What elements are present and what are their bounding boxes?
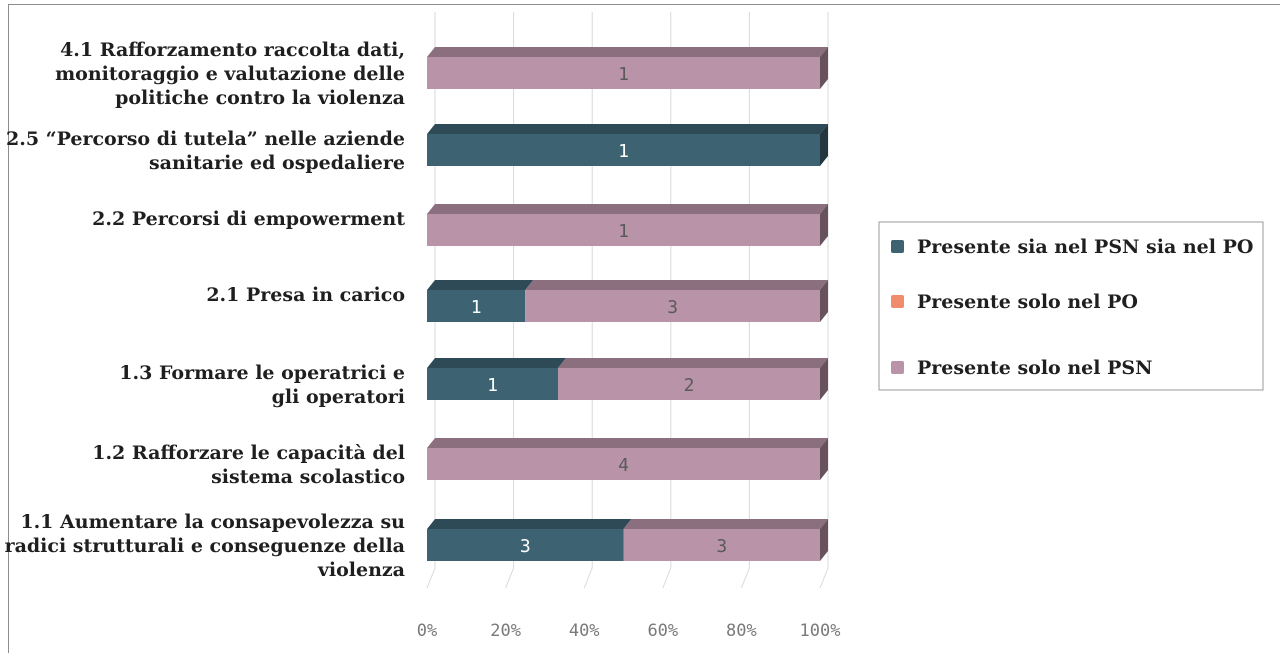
bar (427, 134, 820, 166)
category-label-line: 1.1 Aumentare la consapevolezza su (20, 511, 405, 533)
bar (427, 368, 558, 400)
category-label: 1.1 Aumentare la consapevolezza suradici… (5, 511, 406, 581)
bar-side-face (820, 47, 828, 89)
legend-swatch (891, 240, 904, 253)
legend-label: Presente sia nel PSN sia nel PO (917, 236, 1253, 258)
category-label-line: sistema scolastico (211, 466, 405, 488)
data-label: 1 (618, 141, 629, 162)
bar-segment: 1 (427, 358, 566, 400)
gridline-floor (819, 567, 829, 589)
legend-item: Presente sia nel PSN sia nel PO (891, 236, 1253, 258)
legend: Presente sia nel PSN sia nel PO Presente … (878, 221, 1264, 391)
bar-side-face (820, 519, 828, 561)
bar-side-face (820, 358, 828, 400)
bar-side-face (820, 124, 828, 166)
data-label: 1 (487, 375, 498, 396)
x-tick-label: 100% (800, 621, 841, 641)
bar-top-face (427, 124, 828, 134)
chart-frame (8, 4, 1280, 653)
category-label-line: violenza (317, 559, 405, 581)
bar (427, 529, 624, 561)
gridline-floor (662, 567, 672, 589)
bar-side-face (820, 204, 828, 246)
bar-segment: 3 (623, 519, 828, 561)
bar-side-face (820, 438, 828, 480)
bar-side-face (820, 280, 828, 322)
bar-top-face (623, 519, 828, 529)
legend-box (878, 221, 1264, 391)
x-tick-label: 20% (490, 621, 521, 641)
bar-top-face (427, 204, 828, 214)
category-label: 2.5 “Percorso di tutela” nelle aziendesa… (6, 128, 405, 174)
gridline-floor (505, 567, 515, 589)
legend-item: Presente solo nel PSN (891, 357, 1152, 379)
category-label-line: radici strutturali e conseguenze della (5, 535, 405, 557)
category-label-line: 2.2 Percorsi di empowerment (92, 208, 405, 230)
x-tick-label: 60% (647, 621, 678, 641)
bar (525, 290, 820, 322)
category-label-line: 1.3 Formare le operatrici e (119, 362, 405, 384)
bar-segment: 1 (427, 124, 828, 166)
data-label: 2 (684, 375, 695, 396)
category-label-line: sanitarie ed ospedaliere (149, 152, 405, 174)
x-tick-label: 0% (417, 621, 437, 641)
legend-label: Presente solo nel PSN (917, 357, 1152, 379)
bar-top-face (525, 280, 828, 290)
bar-top-face (427, 280, 534, 290)
category-label-line: politiche contro la violenza (115, 87, 405, 109)
data-label: 3 (667, 297, 678, 318)
bar-top-face (427, 438, 828, 448)
gridline-floor (740, 567, 750, 589)
x-tick-label: 40% (569, 621, 600, 641)
bar-segment: 1 (427, 47, 828, 89)
bar-segment: 1 (427, 280, 534, 322)
bar (623, 529, 820, 561)
bar (427, 214, 820, 246)
bar-top-face (427, 519, 632, 529)
legend-label: Presente solo nel PO (917, 291, 1138, 313)
bar-segment: 3 (427, 519, 632, 561)
category-label: 4.1 Rafforzamento raccolta dati,monitora… (55, 39, 405, 109)
bar (427, 57, 820, 89)
category-label-line: 1.2 Rafforzare le capacità del (92, 442, 405, 464)
gridline-floor (583, 567, 593, 589)
category-label-line: 2.1 Presa in carico (206, 284, 405, 306)
gridline-floor (426, 567, 436, 589)
bars: 1 1 1 1 3 1 2 4 3 3 (427, 47, 828, 561)
legend-item: Presente solo nel PO (891, 291, 1138, 313)
category-label-line: 4.1 Rafforzamento raccolta dati, (60, 39, 405, 61)
category-label: 2.2 Percorsi di empowerment (92, 208, 405, 230)
data-label: 1 (471, 297, 482, 318)
data-label: 3 (716, 536, 727, 557)
bar-top-face (427, 358, 566, 368)
category-label-line: monitoraggio e valutazione delle (55, 63, 405, 85)
data-label: 4 (618, 455, 629, 476)
data-label: 1 (618, 64, 629, 85)
bar (427, 290, 526, 322)
data-label: 3 (520, 536, 531, 557)
bar-top-face (427, 47, 828, 57)
bar-segment: 3 (525, 280, 828, 322)
data-label: 1 (618, 221, 629, 242)
x-tick-label: 80% (726, 621, 757, 641)
bar (427, 448, 820, 480)
bar-segment: 2 (558, 358, 828, 400)
legend-swatch (891, 295, 904, 308)
bar-segment: 4 (427, 438, 828, 480)
bar-segment: 1 (427, 204, 828, 246)
category-label-line: gli operatori (272, 386, 405, 408)
category-label-line: 2.5 “Percorso di tutela” nelle aziende (6, 128, 405, 150)
legend-swatch (891, 361, 904, 374)
category-label: 2.1 Presa in carico (206, 284, 405, 306)
bar (558, 368, 820, 400)
bar-top-face (558, 358, 828, 368)
